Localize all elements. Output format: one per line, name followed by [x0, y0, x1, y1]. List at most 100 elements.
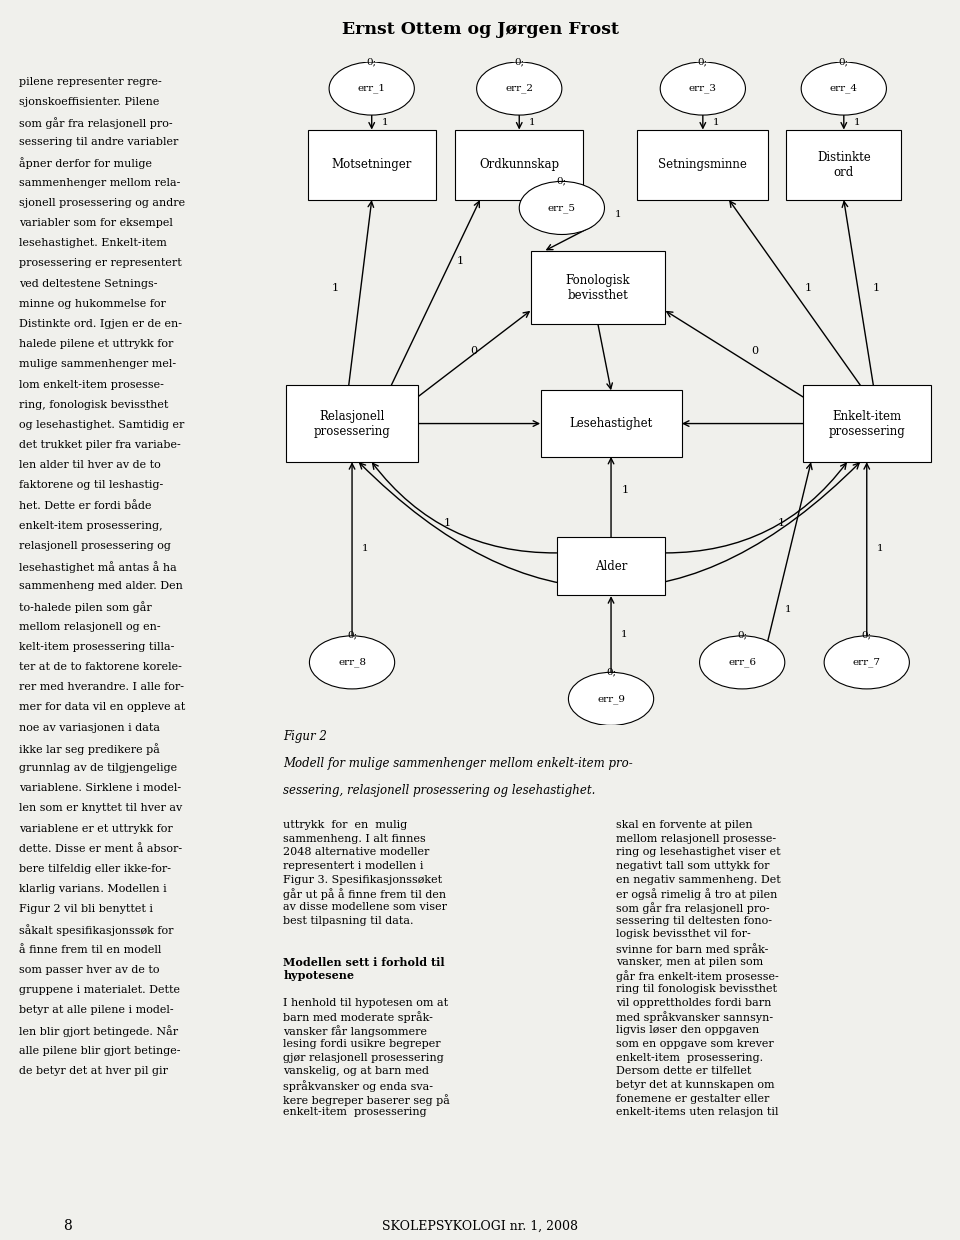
FancyArrowPatch shape	[667, 311, 804, 397]
Text: 0;: 0;	[737, 630, 747, 639]
FancyArrowPatch shape	[418, 420, 539, 427]
Text: 1: 1	[873, 283, 880, 293]
Text: mer for data vil en oppleve at: mer for data vil en oppleve at	[19, 702, 185, 713]
Text: ligvis løser den oppgaven: ligvis løser den oppgaven	[616, 1025, 759, 1035]
FancyArrowPatch shape	[665, 464, 846, 553]
Text: Modell for mulige sammenhenger mellom enkelt-item pro-: Modell for mulige sammenhenger mellom en…	[283, 758, 633, 770]
Text: mellom relasjonell prosesse-: mellom relasjonell prosesse-	[616, 833, 776, 843]
Text: 1: 1	[362, 544, 369, 553]
FancyBboxPatch shape	[786, 130, 901, 200]
Ellipse shape	[476, 62, 562, 115]
Text: err_4: err_4	[829, 83, 858, 93]
Text: går ut på å ﬁnne frem til den: går ut på å ﬁnne frem til den	[283, 888, 446, 900]
FancyArrowPatch shape	[369, 115, 374, 128]
Text: skal en forvente at pilen: skal en forvente at pilen	[616, 820, 753, 830]
Text: to-halede pilen som går: to-halede pilen som går	[19, 601, 152, 614]
Text: 1: 1	[784, 605, 791, 614]
Text: 1: 1	[444, 518, 450, 528]
Text: I henhold til hypotesen om at: I henhold til hypotesen om at	[283, 998, 448, 1008]
Text: sammenheng med alder. Den: sammenheng med alder. Den	[19, 582, 183, 591]
Text: å ﬁnne frem til en modell: å ﬁnne frem til en modell	[19, 945, 161, 955]
Ellipse shape	[700, 636, 784, 689]
Text: kere begreper baserer seg på: kere begreper baserer seg på	[283, 1094, 450, 1106]
Ellipse shape	[519, 181, 605, 234]
FancyArrowPatch shape	[372, 464, 557, 553]
Text: lesing fordi usikre begreper: lesing fordi usikre begreper	[283, 1039, 441, 1049]
Text: Fonologisk
bevissthet: Fonologisk bevissthet	[565, 274, 630, 301]
Text: err_6: err_6	[729, 657, 756, 667]
Text: barn med moderate språk-: barn med moderate språk-	[283, 1012, 433, 1023]
FancyArrowPatch shape	[700, 115, 706, 128]
Text: lesehastighet må antas å ha: lesehastighet må antas å ha	[19, 562, 177, 573]
Text: hypotesene: hypotesene	[283, 971, 354, 982]
Text: err_8: err_8	[338, 657, 366, 667]
Text: og lesehastighet. Samtidig er: og lesehastighet. Samtidig er	[19, 420, 184, 430]
Text: av disse modellene som viser: av disse modellene som viser	[283, 901, 447, 913]
Text: sjonell prosessering og andre: sjonell prosessering og andre	[19, 198, 185, 208]
Text: Lesehastighet: Lesehastighet	[569, 417, 653, 430]
Text: Figur 2 vil bli benyttet i: Figur 2 vil bli benyttet i	[19, 904, 154, 914]
Text: Dersom dette er tilfellet: Dersom dette er tilfellet	[616, 1066, 752, 1076]
Text: 1: 1	[778, 518, 785, 528]
Text: 0;: 0;	[367, 57, 376, 67]
FancyBboxPatch shape	[531, 250, 665, 324]
Text: gjør relasjonell prosessering: gjør relasjonell prosessering	[283, 1053, 444, 1063]
FancyBboxPatch shape	[637, 130, 768, 200]
Text: pilene representer regre-: pilene representer regre-	[19, 77, 162, 87]
Text: dette. Disse er ment å absor-: dette. Disse er ment å absor-	[19, 843, 182, 853]
Text: prosessering er representert: prosessering er representert	[19, 258, 182, 268]
Text: sessering til andre variabler: sessering til andre variabler	[19, 138, 179, 148]
Text: 1: 1	[457, 255, 464, 267]
Text: åpner derfor for mulige: åpner derfor for mulige	[19, 157, 153, 170]
Text: Motsetninger: Motsetninger	[331, 159, 412, 171]
Text: Figur 2: Figur 2	[283, 729, 327, 743]
Text: ring til fonologisk bevissthet: ring til fonologisk bevissthet	[616, 985, 777, 994]
Text: 0;: 0;	[515, 57, 524, 67]
Text: de betyr det at hver pil gir: de betyr det at hver pil gir	[19, 1065, 168, 1075]
FancyArrowPatch shape	[392, 201, 479, 386]
Ellipse shape	[568, 672, 654, 725]
Text: lesehastighet. Enkelt-item: lesehastighet. Enkelt-item	[19, 238, 167, 248]
FancyBboxPatch shape	[540, 391, 682, 456]
Text: Alder: Alder	[595, 559, 627, 573]
Text: err_2: err_2	[505, 83, 533, 93]
Text: det trukket piler fra variabe-: det trukket piler fra variabe-	[19, 440, 180, 450]
Text: grunnlag av de tilgjengelige: grunnlag av de tilgjengelige	[19, 763, 178, 773]
Text: svinne for barn med språk-: svinne for barn med språk-	[616, 944, 768, 955]
Text: enkelt-item prosessering,: enkelt-item prosessering,	[19, 521, 163, 531]
FancyArrowPatch shape	[684, 420, 804, 427]
FancyArrowPatch shape	[516, 115, 522, 128]
Text: relasjonell prosessering og: relasjonell prosessering og	[19, 541, 171, 551]
Text: 0;: 0;	[698, 57, 708, 67]
Text: 1: 1	[712, 118, 719, 126]
Text: Ordkunnskap: Ordkunnskap	[479, 159, 560, 171]
Text: 1: 1	[381, 118, 388, 126]
Text: variablene er et uttrykk for: variablene er et uttrykk for	[19, 823, 173, 833]
Text: 1: 1	[876, 544, 883, 553]
Text: err_1: err_1	[358, 83, 386, 93]
Text: halede pilene et uttrykk for: halede pilene et uttrykk for	[19, 340, 174, 350]
Text: 0: 0	[752, 346, 758, 356]
Text: betyr at alle pilene i model-: betyr at alle pilene i model-	[19, 1006, 174, 1016]
Text: len blir gjort betingede. Når: len blir gjort betingede. Når	[19, 1025, 179, 1037]
Text: 1: 1	[529, 118, 536, 126]
FancyBboxPatch shape	[455, 130, 583, 200]
Text: Enkelt-item
prosessering: Enkelt-item prosessering	[828, 409, 905, 438]
Text: 1: 1	[621, 630, 628, 639]
Text: het. Dette er fordi både: het. Dette er fordi både	[19, 501, 152, 511]
Text: fonemene er gestalter eller: fonemene er gestalter eller	[616, 1094, 769, 1104]
FancyArrowPatch shape	[349, 464, 355, 636]
Text: logisk bevissthet vil for-: logisk bevissthet vil for-	[616, 930, 751, 940]
Text: err_3: err_3	[689, 83, 717, 93]
FancyArrowPatch shape	[609, 598, 613, 672]
Text: ikke lar seg predikere på: ikke lar seg predikere på	[19, 743, 160, 755]
Text: 0;: 0;	[606, 668, 616, 677]
Text: SKOLEPSYKOLOGI nr. 1, 2008: SKOLEPSYKOLOGI nr. 1, 2008	[382, 1220, 578, 1233]
FancyBboxPatch shape	[557, 537, 665, 595]
FancyArrowPatch shape	[360, 463, 859, 588]
FancyArrowPatch shape	[864, 464, 870, 636]
FancyArrowPatch shape	[609, 459, 613, 537]
Text: representert i modellen i: representert i modellen i	[283, 861, 423, 870]
Text: 0;: 0;	[862, 630, 872, 639]
Text: gruppene i materialet. Dette: gruppene i materialet. Dette	[19, 985, 180, 994]
